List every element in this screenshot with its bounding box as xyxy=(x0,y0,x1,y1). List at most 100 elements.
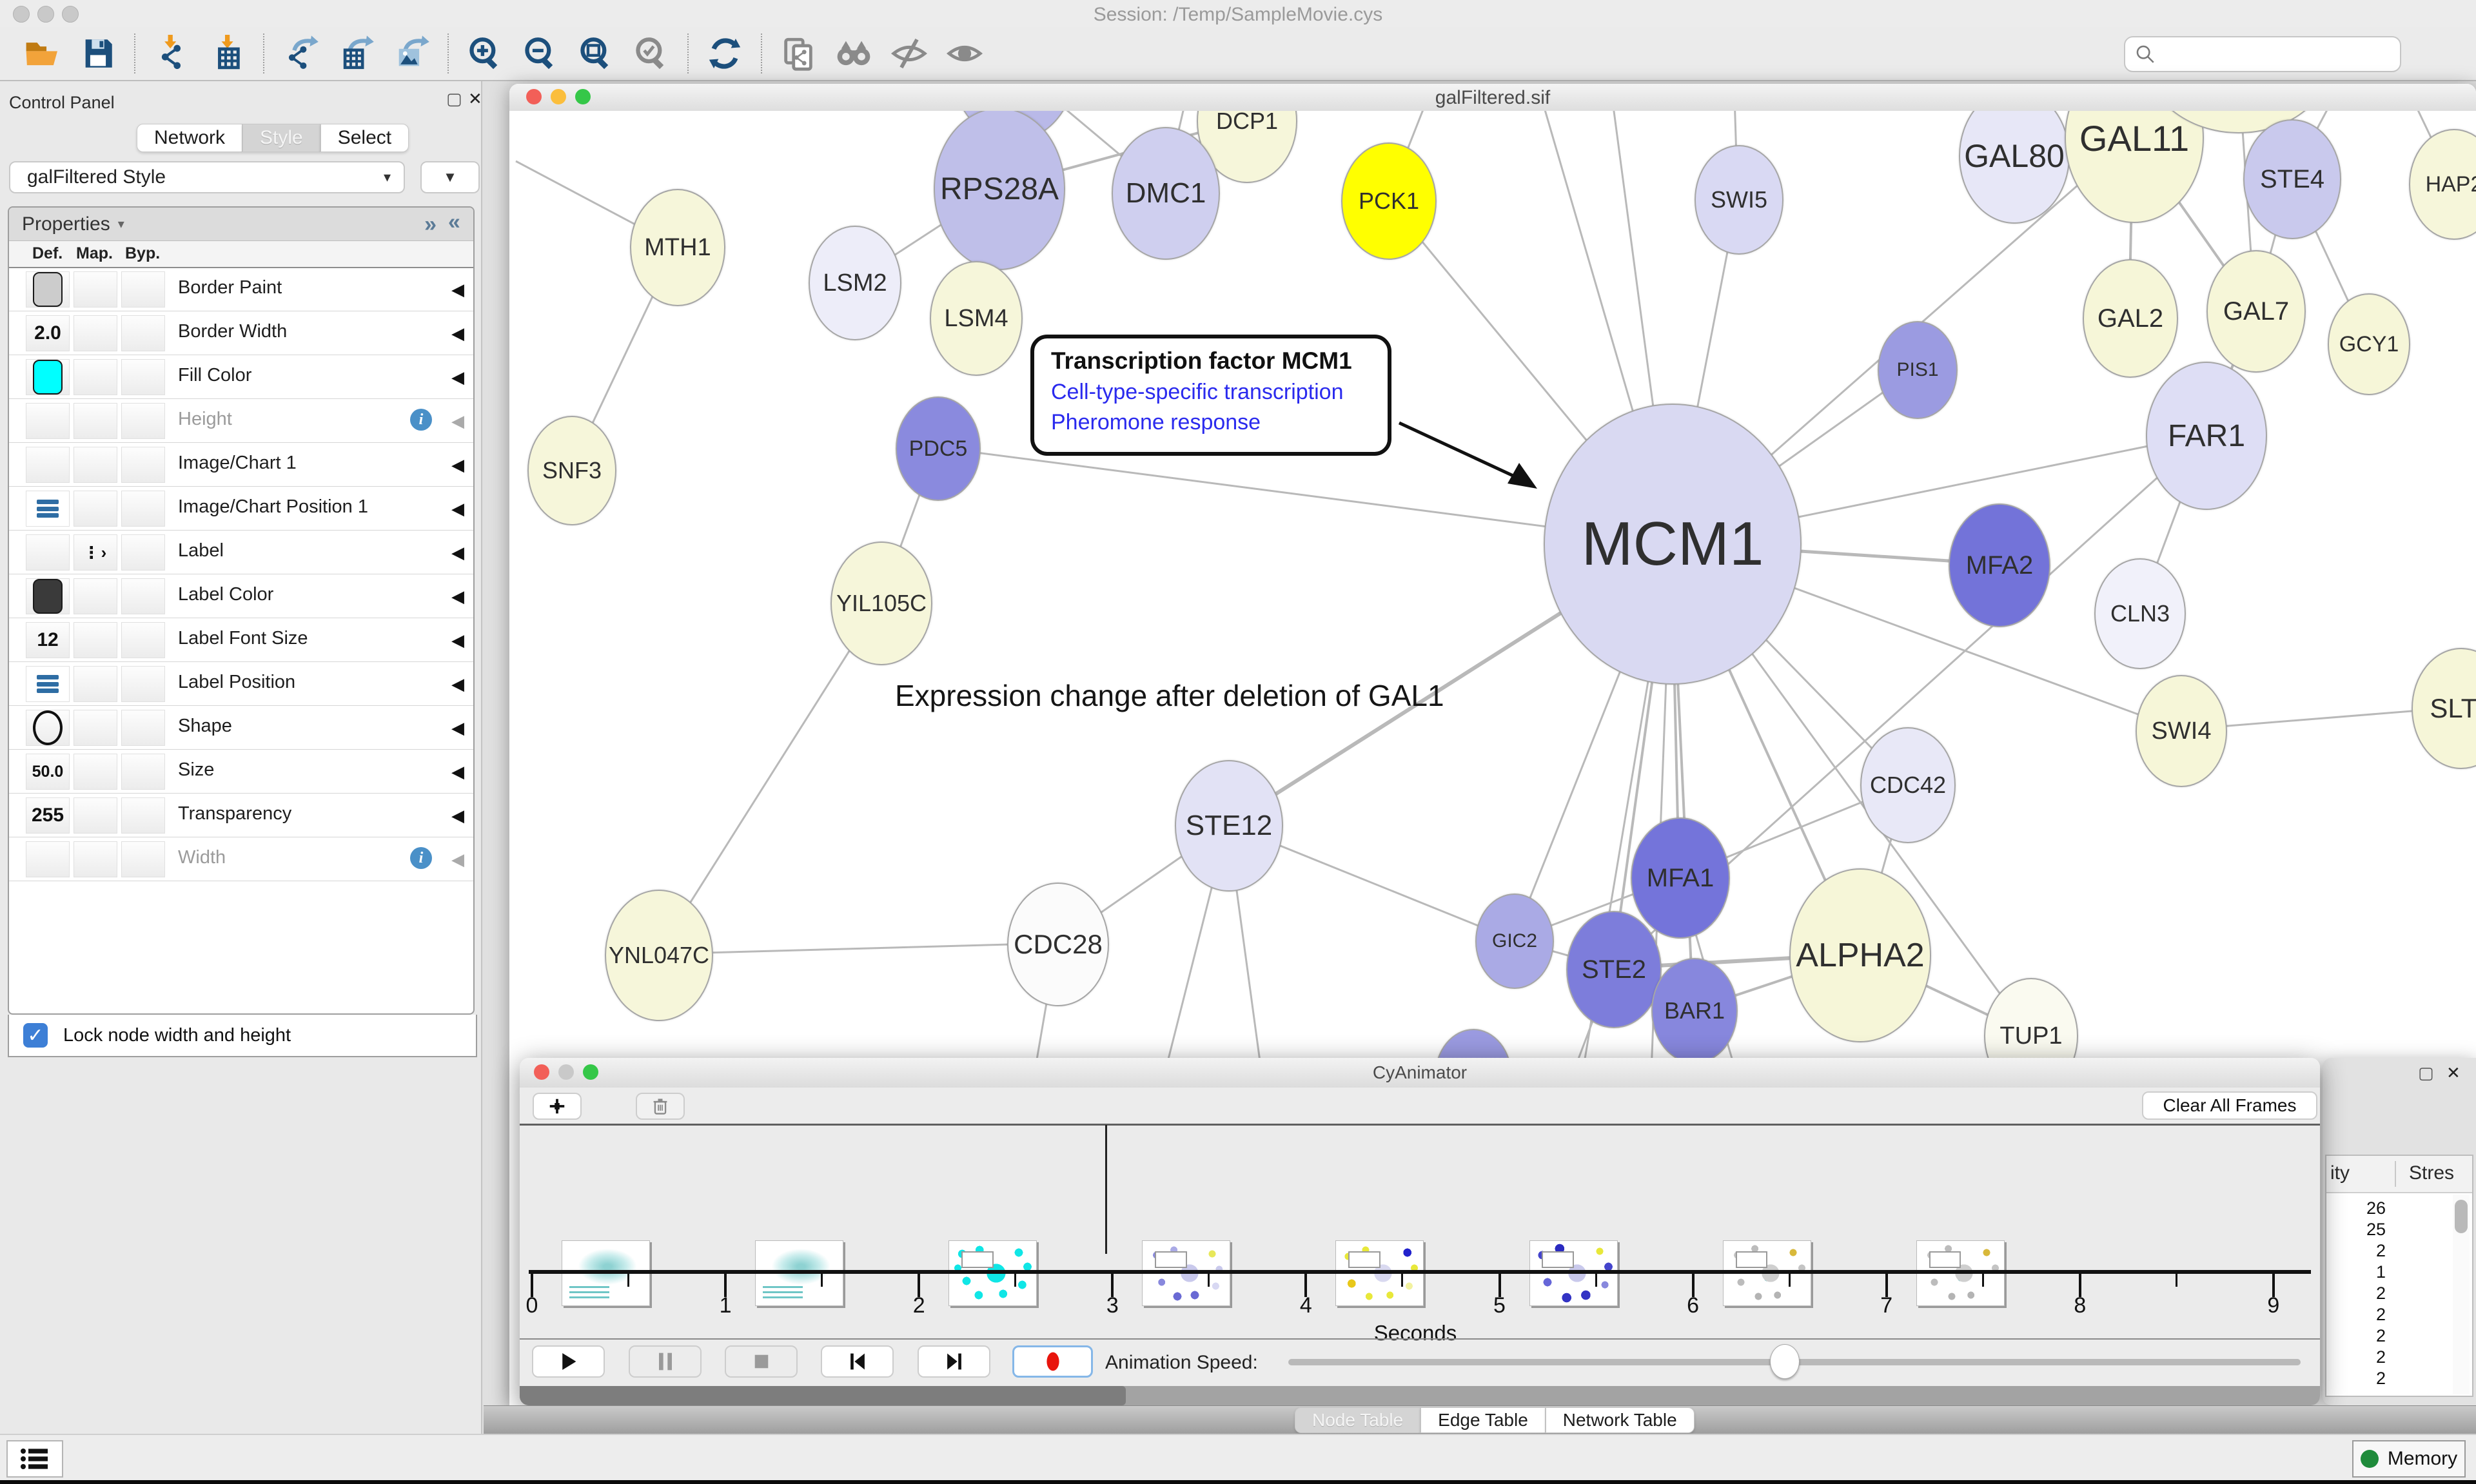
tab-style[interactable]: Style xyxy=(242,124,320,152)
zoom-window-button[interactable] xyxy=(583,1064,598,1080)
animation-speed-thumb[interactable] xyxy=(1770,1344,1800,1379)
results-table[interactable]: ity Stres 26 25 2 1 2 2 2 2 2 xyxy=(2325,1155,2473,1397)
property-row-height[interactable]: Height i ◀ xyxy=(9,398,473,443)
network-node-HAP2[interactable]: HAP2 xyxy=(2409,129,2476,240)
network-node-BAR1[interactable]: BAR1 xyxy=(1651,958,1738,1064)
network-node-GIC2[interactable]: GIC2 xyxy=(1475,893,1554,989)
network-node-SNF3[interactable]: SNF3 xyxy=(527,416,616,525)
column-header[interactable]: ity xyxy=(2330,1162,2350,1184)
tab-network[interactable]: Network xyxy=(137,124,243,152)
results-cell[interactable]: 1 xyxy=(2375,1262,2386,1282)
network-node-YIL105C[interactable]: YIL105C xyxy=(830,542,932,665)
bypass-cell[interactable] xyxy=(121,666,165,702)
search-network-icon[interactable] xyxy=(834,34,873,73)
expand-row-icon[interactable]: ◀ xyxy=(451,280,464,299)
bypass-cell[interactable] xyxy=(121,491,165,527)
play-button[interactable] xyxy=(532,1345,605,1378)
results-cell[interactable]: 2 xyxy=(2375,1305,2386,1324)
property-row-label-font-size[interactable]: 12 Label Font Size ◀ xyxy=(9,618,473,662)
property-row-label-color[interactable]: Label Color ◀ xyxy=(9,574,473,618)
property-row-border-width[interactable]: 2.0 Border Width ◀ xyxy=(9,311,473,355)
property-row-image-chart-position-1[interactable]: Image/Chart Position 1 ◀ xyxy=(9,486,473,531)
mapping-cell[interactable] xyxy=(74,359,117,395)
style-selector[interactable]: galFiltered Style ▾ xyxy=(9,161,405,193)
mapping-cell[interactable] xyxy=(74,403,117,439)
zoom-out-icon[interactable] xyxy=(521,34,560,73)
minimize-window-button[interactable] xyxy=(551,89,566,104)
collapse-all-icon[interactable]: » xyxy=(448,211,460,237)
network-node-MTH1[interactable]: MTH1 xyxy=(630,189,725,306)
bypass-cell[interactable] xyxy=(121,797,165,834)
mapping-cell[interactable] xyxy=(74,271,117,308)
mapping-cell[interactable] xyxy=(74,447,117,483)
default-value-cell[interactable]: 255 xyxy=(26,797,70,834)
network-node-CDC42[interactable]: CDC42 xyxy=(1860,727,1956,843)
default-value-cell[interactable] xyxy=(26,666,70,702)
expand-row-icon[interactable]: ◀ xyxy=(451,587,464,606)
properties-header[interactable]: Properties ▾ » » xyxy=(9,208,473,241)
default-value-cell[interactable]: 2.0 xyxy=(26,315,70,351)
mapping-cell[interactable] xyxy=(74,491,117,527)
expand-row-icon[interactable]: ◀ xyxy=(451,630,464,650)
property-row-label-position[interactable]: Label Position ◀ xyxy=(9,661,473,706)
export-table-icon[interactable] xyxy=(337,34,375,73)
zoom-window-button[interactable] xyxy=(62,6,79,23)
pause-button[interactable] xyxy=(629,1345,702,1378)
property-row-width[interactable]: Width i ◀ xyxy=(9,837,473,881)
import-table-icon[interactable] xyxy=(208,34,246,73)
expand-row-icon[interactable]: ◀ xyxy=(451,324,464,343)
expand-row-icon[interactable]: ◀ xyxy=(451,411,464,431)
close-panel-icon[interactable]: ✕ xyxy=(468,89,482,108)
zoom-in-icon[interactable] xyxy=(466,34,504,73)
record-button[interactable] xyxy=(1012,1345,1093,1378)
default-value-cell[interactable]: 50.0 xyxy=(26,754,70,790)
default-value-cell[interactable] xyxy=(26,359,70,395)
bypass-cell[interactable] xyxy=(121,315,165,351)
network-node-YNL047C[interactable]: YNL047C xyxy=(605,890,713,1021)
bypass-cell[interactable] xyxy=(121,622,165,658)
expand-row-icon[interactable]: ◀ xyxy=(451,455,464,474)
network-node-LSM4[interactable]: LSM4 xyxy=(930,261,1023,376)
scrollbar-thumb[interactable] xyxy=(520,1386,1126,1405)
bypass-cell[interactable] xyxy=(121,841,165,877)
expand-row-icon[interactable]: ◀ xyxy=(451,762,464,781)
expand-row-icon[interactable]: ◀ xyxy=(451,543,464,562)
hide-selected-icon[interactable] xyxy=(890,34,928,73)
bypass-cell[interactable] xyxy=(121,403,165,439)
annotation-link[interactable]: Cell-type-specific transcription xyxy=(1051,380,1344,404)
network-node-FAR1[interactable]: FAR1 xyxy=(2146,362,2267,510)
expand-row-icon[interactable]: ◀ xyxy=(451,674,464,694)
show-all-icon[interactable] xyxy=(945,34,984,73)
network-node-SWI4[interactable]: SWI4 xyxy=(2136,675,2227,787)
close-window-button[interactable] xyxy=(534,1064,549,1080)
bypass-cell[interactable] xyxy=(121,534,165,571)
tab-node-table[interactable]: Node Table xyxy=(1295,1407,1421,1433)
search-input[interactable] xyxy=(2156,43,2400,65)
network-node-STE12[interactable]: STE12 xyxy=(1175,760,1283,892)
network-node-MFA1[interactable]: MFA1 xyxy=(1631,817,1730,939)
close-panel-icon[interactable]: ✕ xyxy=(2446,1063,2461,1082)
results-cell[interactable]: 25 xyxy=(2366,1220,2386,1239)
bypass-cell[interactable] xyxy=(121,359,165,395)
info-icon[interactable]: i xyxy=(410,847,432,869)
property-row-size[interactable]: 50.0 Size ◀ xyxy=(9,749,473,794)
timeline-playhead[interactable] xyxy=(1105,1125,1108,1254)
mapping-cell[interactable]: ⋮› xyxy=(74,534,117,571)
network-node-DMC1[interactable]: DMC1 xyxy=(1112,127,1220,260)
default-value-cell[interactable] xyxy=(26,710,70,746)
annotation-box[interactable]: Transcription factor MCM1 Cell-type-spec… xyxy=(1030,335,1391,456)
expand-row-icon[interactable]: ◀ xyxy=(451,367,464,387)
timeline[interactable] xyxy=(520,1126,2320,1338)
results-cell[interactable]: 26 xyxy=(2366,1198,2386,1218)
close-window-button[interactable] xyxy=(526,89,542,104)
mapping-cell[interactable] xyxy=(74,841,117,877)
bypass-cell[interactable] xyxy=(121,447,165,483)
network-node-STE4[interactable]: STE4 xyxy=(2243,119,2341,239)
default-value-cell[interactable] xyxy=(26,403,70,439)
network-node-PCK1[interactable]: PCK1 xyxy=(1341,142,1437,260)
memory-button[interactable]: Memory xyxy=(2352,1440,2466,1478)
network-node-STE2[interactable]: STE2 xyxy=(1566,911,1662,1028)
zoom-fit-icon[interactable] xyxy=(576,34,615,73)
info-icon[interactable]: i xyxy=(410,409,432,431)
horizontal-scrollbar[interactable] xyxy=(520,1386,2320,1405)
